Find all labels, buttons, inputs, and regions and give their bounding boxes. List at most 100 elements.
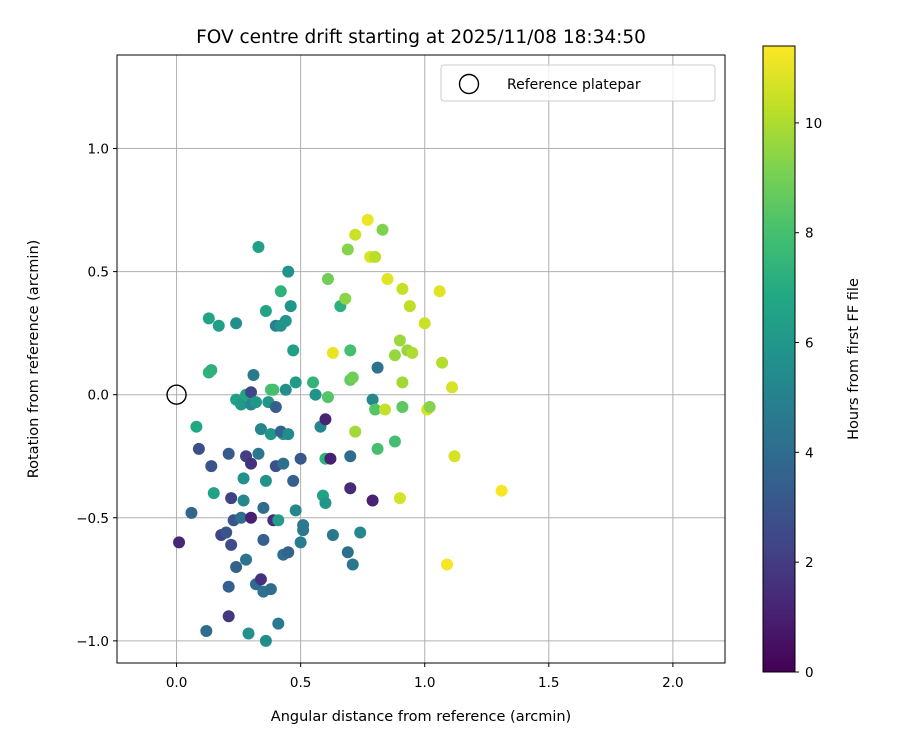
data-point — [369, 250, 382, 263]
data-point — [272, 514, 285, 527]
data-point — [279, 314, 292, 327]
data-point — [173, 536, 186, 549]
data-point — [267, 383, 280, 396]
data-point — [252, 241, 265, 253]
data-point — [289, 504, 302, 517]
data-point — [324, 452, 337, 465]
data-point — [192, 442, 205, 455]
data-point — [230, 561, 243, 573]
plot-area — [117, 55, 725, 663]
data-point — [257, 501, 270, 514]
colorbar-tick-label: 2 — [805, 555, 814, 571]
x-tick-label: 0.5 — [290, 675, 311, 691]
data-point — [222, 447, 235, 460]
colorbar-ticks: 0 2 4 6 8 10 — [795, 116, 822, 681]
data-point — [371, 361, 384, 374]
data-point — [202, 312, 215, 325]
data-point — [354, 526, 367, 539]
data-point — [252, 447, 265, 460]
data-point — [294, 536, 307, 549]
data-point — [396, 376, 409, 389]
y-tick-label: 1.0 — [88, 142, 109, 158]
colorbar-tick-label: 10 — [805, 116, 822, 132]
data-point — [225, 538, 238, 551]
legend: Reference platepar — [440, 64, 716, 102]
x-tick-label: 1.5 — [538, 675, 559, 691]
y-tick-label: −1.0 — [76, 634, 109, 650]
y-axis-label: Rotation from reference (arcmin) — [26, 240, 42, 479]
data-point — [371, 442, 384, 455]
data-point — [349, 425, 362, 438]
data-point — [242, 627, 255, 640]
data-point — [423, 401, 436, 413]
data-point — [230, 317, 243, 330]
reference-marker — [166, 384, 187, 405]
data-point — [245, 386, 258, 399]
colorbar-tick-label: 6 — [805, 336, 814, 352]
data-point — [205, 460, 218, 473]
data-point — [366, 494, 379, 507]
data-point — [264, 428, 277, 441]
data-point — [418, 317, 431, 330]
data-point — [403, 300, 416, 313]
data-point — [326, 529, 339, 541]
data-point — [222, 580, 235, 593]
data-point — [289, 376, 302, 389]
x-tick-label: 1.0 — [414, 675, 435, 691]
plot-frame — [116, 54, 726, 664]
x-axis-ticks: 0.0 0.5 1.0 1.5 2.0 — [166, 663, 684, 691]
data-point — [379, 403, 392, 416]
colorbar-label: Hours from first FF file — [846, 278, 862, 440]
data-point — [388, 435, 401, 448]
chart-title: FOV centre drift starting at 2025/11/08 … — [196, 27, 646, 48]
x-axis-label: Angular distance from reference (arcmin) — [271, 709, 571, 725]
colorbar-tick-label: 0 — [805, 665, 814, 681]
data-point — [277, 457, 290, 470]
legend-box — [440, 64, 716, 102]
data-point — [235, 511, 248, 524]
data-point — [257, 533, 270, 546]
data-point — [245, 457, 258, 470]
data-point — [190, 420, 203, 433]
data-point — [235, 398, 248, 411]
y-axis-ticks: −1.0 −0.5 0.0 0.5 1.0 — [76, 142, 117, 650]
data-point — [269, 401, 282, 413]
data-point — [393, 492, 406, 505]
data-point — [321, 273, 334, 285]
data-point — [376, 223, 389, 236]
data-point — [319, 413, 332, 426]
data-point — [344, 482, 357, 495]
y-tick-label: 0.0 — [88, 388, 109, 404]
data-point — [393, 334, 406, 347]
data-point — [369, 403, 382, 416]
data-point — [433, 285, 446, 298]
data-point — [381, 273, 394, 285]
data-point — [245, 511, 258, 524]
data-point — [222, 610, 235, 623]
data-point — [259, 305, 272, 317]
y-tick-label: −0.5 — [76, 511, 109, 527]
data-point — [349, 228, 362, 241]
data-point — [441, 558, 454, 571]
data-point — [406, 346, 419, 359]
x-tick-label: 2.0 — [662, 675, 683, 691]
data-point — [344, 450, 357, 463]
data-point — [207, 487, 220, 500]
data-point — [264, 583, 277, 596]
data-point — [237, 494, 250, 507]
data-point — [307, 376, 320, 389]
data-point — [274, 285, 287, 298]
data-point — [361, 213, 374, 226]
data-point — [279, 383, 292, 396]
data-point — [254, 423, 267, 436]
data-point — [297, 524, 310, 537]
data-point — [259, 474, 272, 487]
legend-marker — [458, 73, 480, 95]
data-point — [346, 371, 359, 384]
data-point — [448, 450, 461, 463]
legend-label: Reference platepar — [507, 77, 641, 93]
data-point — [272, 617, 285, 630]
data-point — [202, 366, 215, 379]
data-point — [341, 546, 354, 559]
